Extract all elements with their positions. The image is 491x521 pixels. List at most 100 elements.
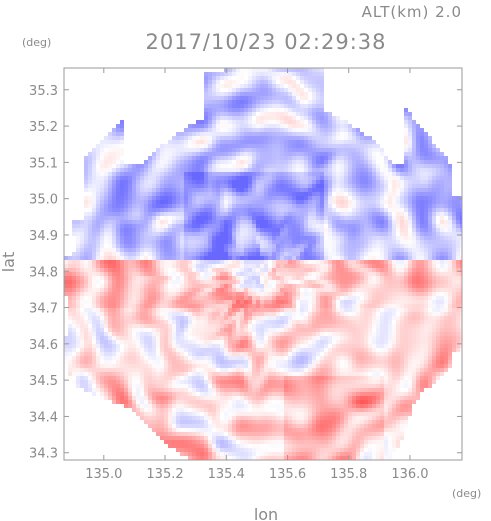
velocity-cell (104, 248, 108, 252)
velocity-cell (416, 160, 420, 164)
velocity-cell (240, 80, 244, 84)
velocity-cell (424, 264, 428, 268)
velocity-cell (412, 288, 416, 292)
velocity-cell (320, 68, 324, 72)
velocity-cell (328, 132, 332, 136)
velocity-cell (320, 292, 324, 296)
velocity-cell (244, 68, 248, 72)
velocity-cell (312, 292, 316, 296)
velocity-cell (168, 168, 172, 172)
velocity-cell (176, 216, 180, 220)
velocity-cell (348, 252, 352, 256)
velocity-cell (144, 304, 148, 308)
velocity-cell (252, 136, 256, 140)
velocity-cell (68, 296, 72, 300)
velocity-cell (448, 176, 452, 180)
velocity-cell (272, 80, 276, 84)
velocity-cell (412, 204, 416, 208)
velocity-cell (68, 316, 72, 320)
velocity-cell (152, 180, 156, 184)
velocity-cell (388, 184, 392, 188)
velocity-cell (232, 232, 236, 236)
velocity-cell (248, 284, 252, 288)
velocity-cell (440, 264, 444, 268)
velocity-cell (248, 192, 252, 196)
velocity-cell (344, 228, 348, 232)
velocity-cell (380, 180, 384, 184)
velocity-cell (208, 104, 212, 108)
velocity-cell (292, 288, 296, 292)
velocity-cell (448, 284, 452, 288)
velocity-cell (260, 320, 264, 324)
velocity-cell (192, 176, 196, 180)
velocity-cell (336, 292, 340, 296)
velocity-cell (376, 208, 380, 212)
velocity-cell (420, 244, 424, 248)
velocity-cell (200, 268, 204, 272)
velocity-cell (304, 140, 308, 144)
velocity-cell (140, 240, 144, 244)
velocity-cell (236, 320, 240, 324)
velocity-cell (284, 100, 288, 104)
velocity-cell (244, 124, 248, 128)
velocity-cell (136, 264, 140, 268)
velocity-cell (380, 296, 384, 300)
velocity-cell (196, 244, 200, 248)
velocity-cell (164, 196, 168, 200)
velocity-cell (240, 272, 244, 276)
velocity-cell (304, 116, 308, 120)
velocity-cell (276, 144, 280, 148)
velocity-cell (288, 320, 292, 324)
velocity-cell (256, 196, 260, 200)
velocity-cell (264, 168, 268, 172)
velocity-cell (136, 228, 140, 232)
velocity-cell (188, 312, 192, 316)
velocity-cell (252, 288, 256, 292)
velocity-cell (164, 152, 168, 156)
velocity-cell (388, 172, 392, 176)
velocity-cell (252, 248, 256, 252)
velocity-cell (272, 268, 276, 272)
velocity-cell (320, 184, 324, 188)
velocity-cell (376, 260, 380, 264)
velocity-cell (236, 228, 240, 232)
velocity-cell (160, 208, 164, 212)
velocity-cell (304, 104, 308, 108)
velocity-cell (172, 216, 176, 220)
velocity-cell (300, 320, 304, 324)
velocity-cell (144, 320, 148, 324)
velocity-cell (284, 136, 288, 140)
velocity-cell (228, 184, 232, 188)
velocity-cell (440, 304, 444, 308)
velocity-cell (232, 224, 236, 228)
velocity-cell (112, 236, 116, 240)
velocity-cell (216, 88, 220, 92)
velocity-cell (92, 240, 96, 244)
velocity-cell (128, 192, 132, 196)
velocity-cell (100, 288, 104, 292)
velocity-cell (228, 264, 232, 268)
velocity-cell (296, 108, 300, 112)
velocity-cell (304, 236, 308, 240)
velocity-cell (104, 312, 108, 316)
velocity-cell (164, 156, 168, 160)
velocity-cell (256, 152, 260, 156)
velocity-cell (268, 84, 272, 88)
velocity-cell (196, 240, 200, 244)
velocity-cell (188, 152, 192, 156)
velocity-cell (260, 68, 264, 72)
velocity-cell (364, 172, 368, 176)
velocity-cell (408, 252, 412, 256)
velocity-cell (272, 228, 276, 232)
velocity-cell (280, 264, 284, 268)
velocity-cell (272, 236, 276, 240)
velocity-cell (324, 264, 328, 268)
velocity-cell (320, 232, 324, 236)
velocity-cell (192, 320, 196, 324)
velocity-cell (200, 232, 204, 236)
velocity-cell (104, 200, 108, 204)
velocity-cell (200, 248, 204, 252)
velocity-cell (360, 172, 364, 176)
velocity-cell (412, 216, 416, 220)
velocity-cell (160, 176, 164, 180)
